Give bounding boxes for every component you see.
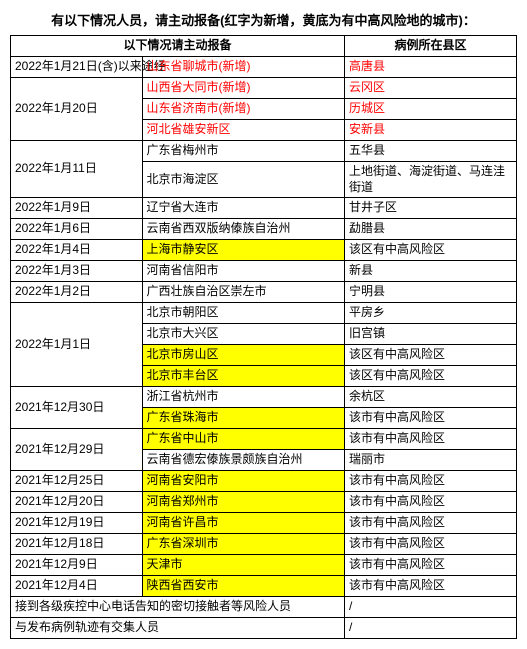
city-cell: 北京市大兴区 <box>142 324 344 345</box>
district-cell: 勐腊县 <box>344 219 516 240</box>
city-cell: 河南省安阳市 <box>142 471 344 492</box>
header-right: 病例所在县区 <box>344 36 516 57</box>
date-cell: 2021年12月25日 <box>11 471 143 492</box>
city-cell: 河南省郑州市 <box>142 492 344 513</box>
date-cell: 2022年1月3日 <box>11 261 143 282</box>
date-cell: 2021年12月18日 <box>11 534 143 555</box>
district-cell: 该市有中高风险区 <box>344 555 516 576</box>
city-cell: 浙江省杭州市 <box>142 387 344 408</box>
city-cell: 辽宁省大连市 <box>142 198 344 219</box>
page-title: 有以下情况人员，请主动报备(红字为新增，黄底为有中高风险地的城市)： <box>10 10 517 29</box>
district-cell: 云冈区 <box>344 78 516 99</box>
table-row: 2022年1月4日上海市静安区该区有中高风险区 <box>11 240 517 261</box>
table-row: 2021年12月20日河南省郑州市该市有中高风险区 <box>11 492 517 513</box>
district-cell: 平房乡 <box>344 303 516 324</box>
date-cell: 2022年1月6日 <box>11 219 143 240</box>
city-cell: 陕西省西安市 <box>142 576 344 597</box>
city-cell: 河南省信阳市 <box>142 261 344 282</box>
district-cell: 余杭区 <box>344 387 516 408</box>
district-cell: 该市有中高风险区 <box>344 534 516 555</box>
city-cell: 广东省珠海市 <box>142 408 344 429</box>
date-cell: 2022年1月4日 <box>11 240 143 261</box>
city-cell: 上海市静安区 <box>142 240 344 261</box>
table-row: 2021年12月4日陕西省西安市该市有中高风险区 <box>11 576 517 597</box>
date-cell: 2021年12月29日 <box>11 429 143 471</box>
city-cell: 广东省深圳市 <box>142 534 344 555</box>
city-cell: 山西省大同市(新增) <box>142 78 344 99</box>
city-cell: 北京市朝阳区 <box>142 303 344 324</box>
footer-row: 接到各级疾控中心电话告知的密切接触者等风险人员/ <box>11 597 517 618</box>
city-cell: 广西壮族自治区崇左市 <box>142 282 344 303</box>
date-cell: 2021年12月20日 <box>11 492 143 513</box>
risk-table: 以下情况请主动报备 病例所在县区 2022年1月21日(含)以来途经山东省聊城市… <box>10 35 517 639</box>
district-cell: 上地街道、海淀街道、马连洼街道 <box>344 162 516 198</box>
city-cell: 广东省中山市 <box>142 429 344 450</box>
district-cell: 该区有中高风险区 <box>344 240 516 261</box>
district-cell: 该市有中高风险区 <box>344 492 516 513</box>
header-row: 以下情况请主动报备 病例所在县区 <box>11 36 517 57</box>
date-cell: 2022年1月20日 <box>11 78 143 141</box>
table-row: 2022年1月9日辽宁省大连市甘井子区 <box>11 198 517 219</box>
district-cell: 历城区 <box>344 99 516 120</box>
table-row: 2021年12月25日河南省安阳市该市有中高风险区 <box>11 471 517 492</box>
district-cell: 该市有中高风险区 <box>344 576 516 597</box>
table-row: 2022年1月11日广东省梅州市五华县 <box>11 141 517 162</box>
header-left: 以下情况请主动报备 <box>11 36 345 57</box>
date-cell: 2022年1月11日 <box>11 141 143 198</box>
footer-left: 与发布病例轨迹有交集人员 <box>11 618 345 639</box>
city-cell: 天津市 <box>142 555 344 576</box>
table-row: 2022年1月6日云南省西双版纳傣族自治州勐腊县 <box>11 219 517 240</box>
city-cell: 云南省西双版纳傣族自治州 <box>142 219 344 240</box>
district-cell: 瑞丽市 <box>344 450 516 471</box>
district-cell: 该区有中高风险区 <box>344 345 516 366</box>
table-row: 2021年12月18日广东省深圳市该市有中高风险区 <box>11 534 517 555</box>
district-cell: 该市有中高风险区 <box>344 513 516 534</box>
city-cell: 山东省济南市(新增) <box>142 99 344 120</box>
footer-row: 与发布病例轨迹有交集人员/ <box>11 618 517 639</box>
date-cell: 2022年1月9日 <box>11 198 143 219</box>
district-cell: 旧宫镇 <box>344 324 516 345</box>
city-cell: 北京市海淀区 <box>142 162 344 198</box>
city-cell: 河南省许昌市 <box>142 513 344 534</box>
table-row: 2021年12月29日广东省中山市该市有中高风险区 <box>11 429 517 450</box>
table-row: 2021年12月30日浙江省杭州市余杭区 <box>11 387 517 408</box>
city-cell: 北京市房山区 <box>142 345 344 366</box>
date-cell: 2021年12月19日 <box>11 513 143 534</box>
footer-right: / <box>344 597 516 618</box>
table-row: 2021年12月9日天津市该市有中高风险区 <box>11 555 517 576</box>
district-cell: 宁明县 <box>344 282 516 303</box>
district-cell: 高唐县 <box>344 57 516 78</box>
city-cell: 北京市丰台区 <box>142 366 344 387</box>
district-cell: 五华县 <box>344 141 516 162</box>
district-cell: 该市有中高风险区 <box>344 471 516 492</box>
district-cell: 该市有中高风险区 <box>344 408 516 429</box>
table-row: 2022年1月21日(含)以来途经山东省聊城市(新增)高唐县 <box>11 57 517 78</box>
city-cell: 广东省梅州市 <box>142 141 344 162</box>
date-cell: 2021年12月30日 <box>11 387 143 429</box>
city-cell: 河北省雄安新区 <box>142 120 344 141</box>
date-cell: 2022年1月2日 <box>11 282 143 303</box>
table-row: 2022年1月1日北京市朝阳区平房乡 <box>11 303 517 324</box>
date-cell: 2022年1月21日(含)以来途经 <box>11 57 143 78</box>
footer-left: 接到各级疾控中心电话告知的密切接触者等风险人员 <box>11 597 345 618</box>
table-row: 2022年1月20日山西省大同市(新增)云冈区 <box>11 78 517 99</box>
footer-right: / <box>344 618 516 639</box>
date-cell: 2021年12月4日 <box>11 576 143 597</box>
district-cell: 新县 <box>344 261 516 282</box>
table-row: 2022年1月3日河南省信阳市新县 <box>11 261 517 282</box>
city-cell: 云南省德宏傣族景颇族自治州 <box>142 450 344 471</box>
city-cell: 山东省聊城市(新增) <box>142 57 344 78</box>
date-cell: 2022年1月1日 <box>11 303 143 387</box>
district-cell: 该区有中高风险区 <box>344 366 516 387</box>
table-row: 2022年1月2日广西壮族自治区崇左市宁明县 <box>11 282 517 303</box>
district-cell: 该市有中高风险区 <box>344 429 516 450</box>
table-row: 2021年12月19日河南省许昌市该市有中高风险区 <box>11 513 517 534</box>
district-cell: 甘井子区 <box>344 198 516 219</box>
district-cell: 安新县 <box>344 120 516 141</box>
date-cell: 2021年12月9日 <box>11 555 143 576</box>
